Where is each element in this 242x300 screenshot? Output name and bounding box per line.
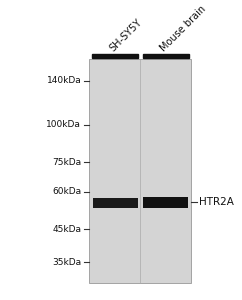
- Text: SH-SY5Y: SH-SY5Y: [108, 18, 144, 54]
- Text: 35kDa: 35kDa: [52, 258, 81, 267]
- Bar: [143, 54, 189, 58]
- Bar: [93, 198, 137, 208]
- Text: 75kDa: 75kDa: [52, 158, 81, 167]
- Text: HTR2A: HTR2A: [199, 197, 234, 207]
- Bar: [92, 54, 138, 58]
- Bar: [89, 59, 191, 283]
- Text: 140kDa: 140kDa: [46, 76, 81, 85]
- Text: 60kDa: 60kDa: [52, 187, 81, 196]
- Bar: [143, 197, 188, 208]
- Text: Mouse brain: Mouse brain: [159, 4, 208, 54]
- Text: 45kDa: 45kDa: [52, 225, 81, 234]
- Text: 100kDa: 100kDa: [46, 120, 81, 129]
